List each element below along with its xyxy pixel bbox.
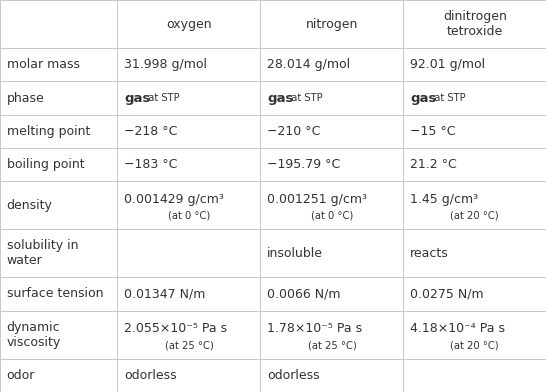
Text: melting point: melting point	[7, 125, 90, 138]
Text: reacts: reacts	[410, 247, 449, 260]
Bar	[403, 278, 546, 310]
Bar	[260, 148, 403, 181]
Text: 28.014 g/mol: 28.014 g/mol	[267, 58, 350, 71]
Text: (at 20 °C): (at 20 °C)	[450, 340, 499, 350]
Bar	[403, 310, 546, 359]
Bar	[260, 82, 403, 114]
Bar	[117, 114, 260, 148]
Bar	[0, 148, 117, 181]
Bar	[403, 0, 546, 48]
Bar	[0, 82, 117, 114]
Text: 31.998 g/mol: 31.998 g/mol	[124, 58, 207, 71]
Text: −15 °C: −15 °C	[410, 125, 455, 138]
Bar	[117, 0, 260, 48]
Text: 4.18×10⁻⁴ Pa s: 4.18×10⁻⁴ Pa s	[410, 322, 505, 336]
Text: 92.01 g/mol: 92.01 g/mol	[410, 58, 485, 71]
Text: 0.001429 g/cm³: 0.001429 g/cm³	[124, 193, 224, 206]
Text: −195.79 °C: −195.79 °C	[267, 158, 340, 171]
Bar	[117, 310, 260, 359]
Bar	[260, 229, 403, 278]
Text: (at 0 °C): (at 0 °C)	[168, 211, 210, 221]
Text: 0.001251 g/cm³: 0.001251 g/cm³	[267, 193, 367, 206]
Text: surface tension: surface tension	[7, 287, 103, 301]
Text: at STP: at STP	[428, 93, 466, 103]
Text: 1.78×10⁻⁵ Pa s: 1.78×10⁻⁵ Pa s	[267, 322, 362, 336]
Text: oxygen: oxygen	[166, 18, 212, 31]
Bar	[117, 48, 260, 82]
Text: insoluble: insoluble	[267, 247, 323, 260]
Text: (at 25 °C): (at 25 °C)	[307, 340, 357, 350]
Text: 2.055×10⁻⁵ Pa s: 2.055×10⁻⁵ Pa s	[124, 322, 227, 336]
Bar	[0, 48, 117, 82]
Bar	[117, 148, 260, 181]
Text: dynamic
viscosity: dynamic viscosity	[7, 321, 61, 348]
Bar	[260, 181, 403, 229]
Text: molar mass: molar mass	[7, 58, 80, 71]
Bar	[0, 278, 117, 310]
Text: odorless: odorless	[267, 369, 319, 382]
Text: (at 25 °C): (at 25 °C)	[164, 340, 213, 350]
Bar	[117, 82, 260, 114]
Text: boiling point: boiling point	[7, 158, 84, 171]
Text: dinitrogen
tetroxide: dinitrogen tetroxide	[443, 10, 507, 38]
Text: at STP: at STP	[142, 93, 180, 103]
Text: 0.01347 N/m: 0.01347 N/m	[124, 287, 205, 301]
Bar	[0, 0, 117, 48]
Bar	[260, 114, 403, 148]
Bar	[0, 310, 117, 359]
Text: −210 °C: −210 °C	[267, 125, 321, 138]
Bar	[403, 148, 546, 181]
Bar	[260, 359, 403, 392]
Text: 1.45 g/cm³: 1.45 g/cm³	[410, 193, 478, 206]
Text: nitrogen: nitrogen	[306, 18, 358, 31]
Text: odor: odor	[7, 369, 35, 382]
Bar	[260, 278, 403, 310]
Text: phase: phase	[7, 91, 44, 105]
Text: solubility in
water: solubility in water	[7, 240, 78, 267]
Text: (at 20 °C): (at 20 °C)	[450, 211, 499, 221]
Bar	[403, 359, 546, 392]
Text: density: density	[7, 199, 52, 212]
Bar	[0, 181, 117, 229]
Bar	[117, 181, 260, 229]
Bar	[117, 278, 260, 310]
Text: 0.0066 N/m: 0.0066 N/m	[267, 287, 341, 301]
Bar	[403, 48, 546, 82]
Text: 21.2 °C: 21.2 °C	[410, 158, 457, 171]
Bar	[403, 181, 546, 229]
Text: at STP: at STP	[285, 93, 323, 103]
Bar	[260, 48, 403, 82]
Text: gas: gas	[267, 91, 293, 105]
Bar	[117, 229, 260, 278]
Text: (at 0 °C): (at 0 °C)	[311, 211, 353, 221]
Text: −183 °C: −183 °C	[124, 158, 177, 171]
Text: gas: gas	[124, 91, 150, 105]
Text: −218 °C: −218 °C	[124, 125, 177, 138]
Bar	[403, 114, 546, 148]
Bar	[403, 82, 546, 114]
Bar	[260, 310, 403, 359]
Bar	[260, 0, 403, 48]
Bar	[0, 114, 117, 148]
Text: odorless: odorless	[124, 369, 176, 382]
Bar	[0, 359, 117, 392]
Bar	[0, 229, 117, 278]
Bar	[403, 229, 546, 278]
Text: 0.0275 N/m: 0.0275 N/m	[410, 287, 484, 301]
Text: gas: gas	[410, 91, 436, 105]
Bar	[117, 359, 260, 392]
